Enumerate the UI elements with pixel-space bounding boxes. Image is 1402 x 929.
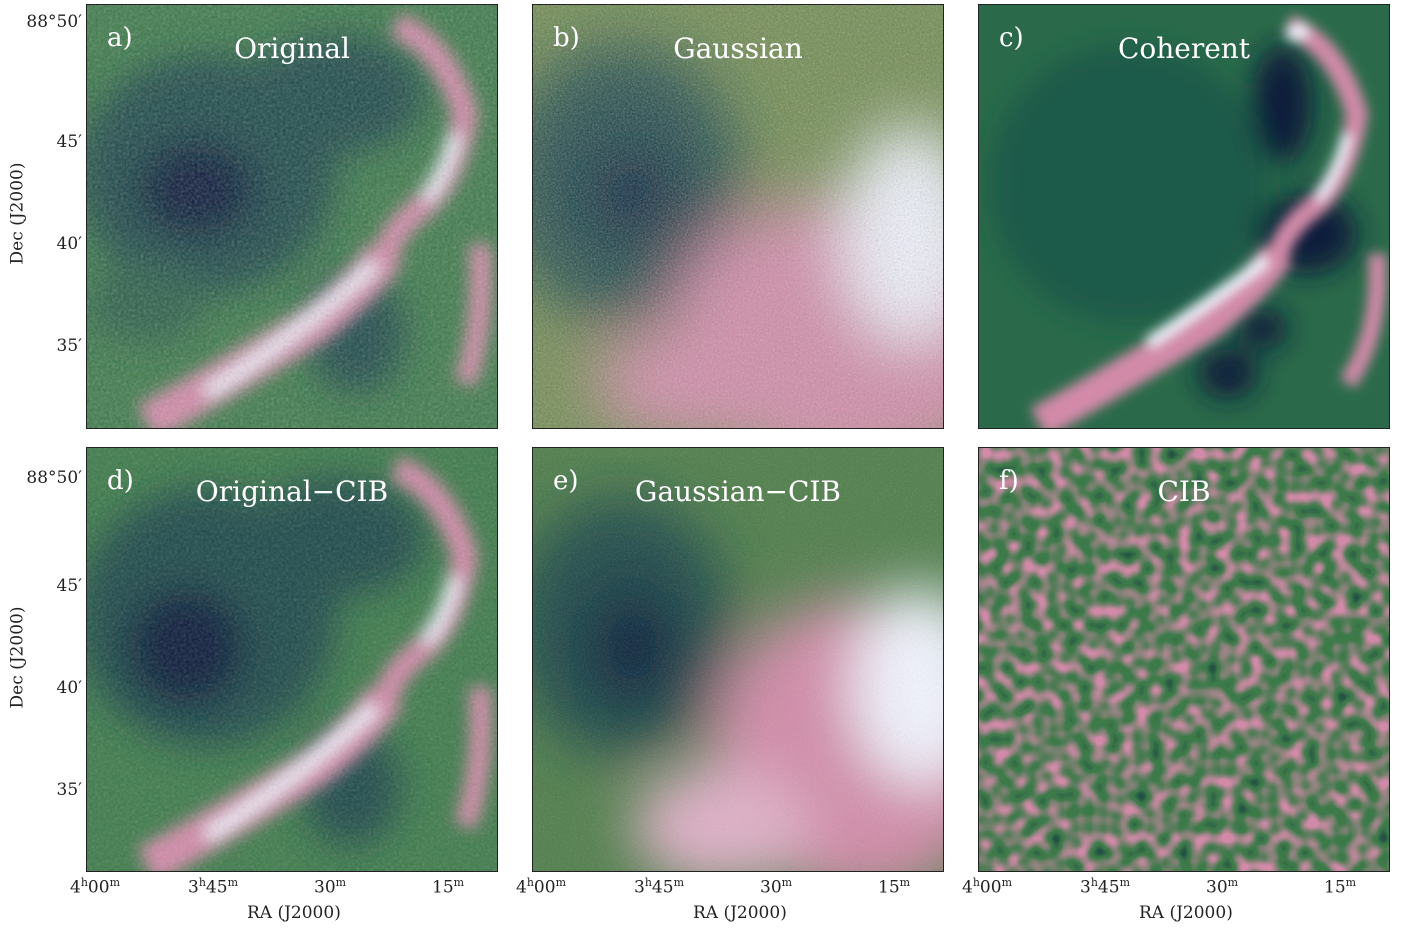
ra-tick: 4h00m (516, 876, 566, 898)
panel-original-cib: d) Original−CIB (86, 447, 498, 872)
ra-tick: 3h45m (188, 876, 238, 898)
panel-title: Coherent (1117, 32, 1251, 65)
panel-gaussian-cib: e) Gaussian−CIB (532, 447, 944, 872)
panel-tag: c) (999, 23, 1024, 53)
dec-tick: 35′ (56, 780, 83, 800)
image-cib (979, 448, 1389, 871)
ra-tick: 4h00m (70, 876, 120, 898)
x-axis-title: RA (J2000) (247, 903, 341, 923)
ra-tick: 3h45m (634, 876, 684, 898)
image-gaussian (533, 5, 943, 428)
dec-tick: 40′ (56, 234, 83, 254)
ra-tick: 3h45m (1080, 876, 1130, 898)
panel-original: a) Original (86, 4, 498, 429)
panel-tag: b) (553, 23, 580, 53)
ra-tick: 15m (1324, 876, 1357, 898)
image-original-cib (87, 448, 497, 871)
image-original (87, 5, 497, 428)
panel-title: Gaussian−CIB (634, 475, 842, 508)
ra-tick: 30m (314, 876, 347, 898)
x-axis-title: RA (J2000) (693, 903, 787, 923)
panel-title: Gaussian (673, 32, 803, 65)
panel-tag: e) (553, 466, 579, 496)
dec-tick: 88°50′ (26, 468, 82, 488)
panel-cib: f) CIB (978, 447, 1390, 872)
ra-tick: 15m (878, 876, 911, 898)
panel-tag: f) (999, 466, 1019, 496)
panel-tag: a) (107, 23, 133, 53)
ra-tick: 30m (1206, 876, 1239, 898)
dec-tick: 88°50′ (26, 12, 82, 32)
ra-tick: 4h00m (962, 876, 1012, 898)
panel-coherent: c) Coherent (978, 4, 1390, 429)
panel-title: CIB (1157, 475, 1211, 508)
panel-title: Original (234, 32, 350, 65)
x-axis-title: RA (J2000) (1139, 903, 1233, 923)
image-coherent (979, 5, 1389, 428)
dec-tick: 45′ (56, 132, 83, 152)
dec-tick: 35′ (56, 336, 83, 356)
ra-tick: 30m (760, 876, 793, 898)
ra-tick: 15m (432, 876, 465, 898)
panel-tag: d) (107, 466, 134, 496)
panel-gaussian: b) Gaussian (532, 4, 944, 429)
panel-title: Original−CIB (195, 475, 389, 508)
dec-tick: 45′ (56, 576, 83, 596)
image-gaussian-cib (533, 448, 943, 871)
dec-tick: 40′ (56, 678, 83, 698)
